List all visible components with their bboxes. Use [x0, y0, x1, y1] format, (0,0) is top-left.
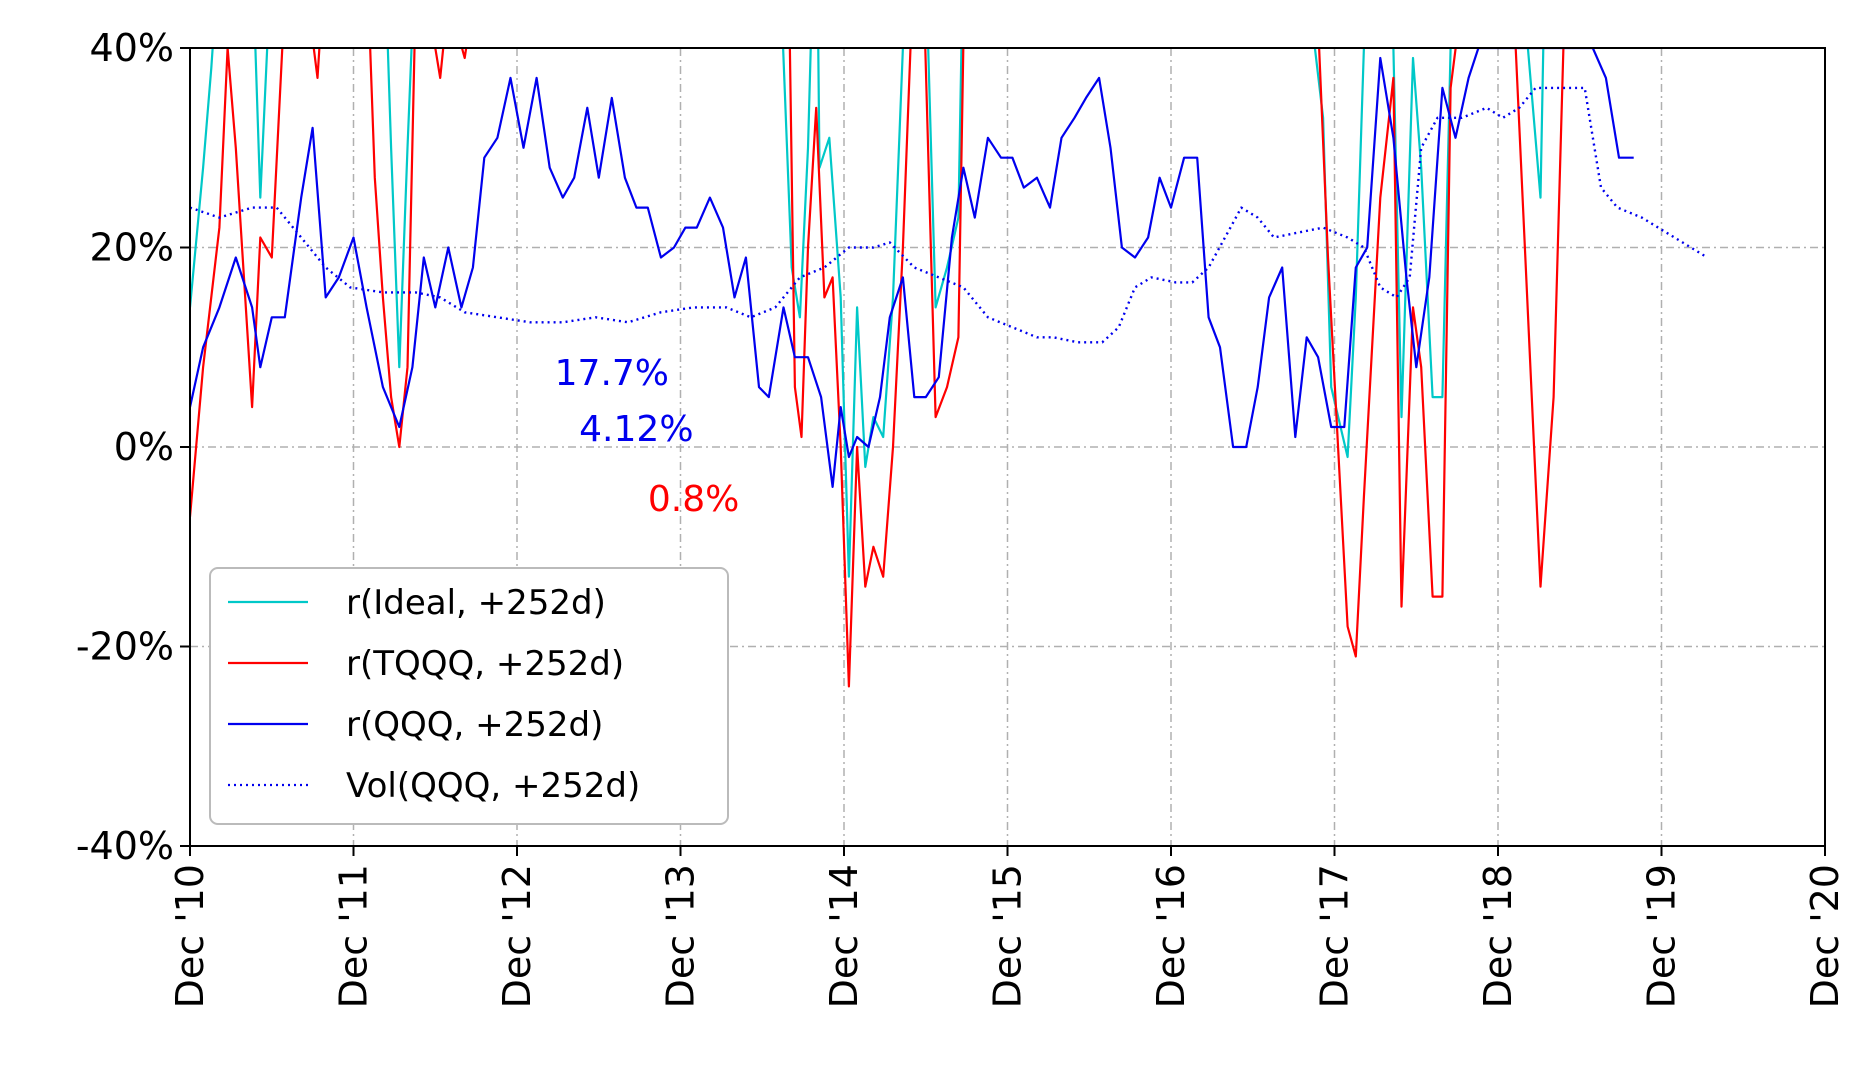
x-tick-label: Dec '17 — [1313, 864, 1357, 1008]
annotation-label: 0.8% — [648, 479, 739, 520]
x-tick-label: Dec '16 — [1149, 864, 1193, 1008]
x-tick-label: Dec '20 — [1803, 864, 1847, 1008]
series-line-2 — [190, 48, 1634, 488]
x-tick-label: Dec '18 — [1476, 864, 1520, 1008]
x-tick-label: Dec '15 — [986, 864, 1030, 1008]
axes: 40% 20% 0% -20% -40%Dec '10 Dec '11 Dec '12 Dec… — [76, 26, 1847, 1008]
y-tick-label: 0% — [114, 425, 174, 469]
legend-box — [209, 567, 729, 825]
legend: r(Ideal, +252d) r(TQQQ, +252d) r(QQQ, +252… — [209, 567, 729, 825]
annotations: 17.7% 4.12% 0.8% — [555, 353, 740, 520]
series-layer — [190, 48, 1708, 688]
y-tick-label: -20% — [76, 625, 174, 669]
x-tick-label: Dec '19 — [1640, 864, 1684, 1008]
x-tick-label: Dec '11 — [332, 864, 376, 1008]
legend-label-1: r(TQQQ, +252d) — [346, 644, 624, 684]
x-tick-label: Dec '14 — [822, 864, 866, 1008]
x-tick-label: Dec '10 — [168, 864, 212, 1008]
legend-label-3: Vol(QQQ, +252d) — [346, 766, 640, 806]
x-tick-label: Dec '13 — [659, 864, 703, 1008]
y-tick-label: -40% — [76, 824, 174, 868]
series-line-1 — [190, 48, 1565, 688]
legend-label-0: r(Ideal, +252d) — [346, 583, 606, 623]
x-tick-label: Dec '12 — [495, 864, 539, 1008]
legend-label-2: r(QQQ, +252d) — [346, 705, 603, 745]
annotation-label: 4.12% — [579, 409, 693, 450]
y-tick-label: 40% — [90, 26, 174, 70]
annotation-label: 17.7% — [555, 353, 669, 394]
y-tick-label: 20% — [90, 226, 174, 270]
